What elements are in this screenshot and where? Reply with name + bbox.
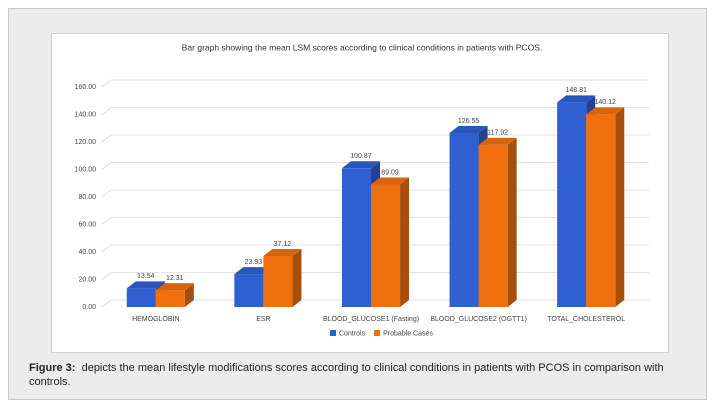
caption: Figure 3: depicts the mean lifestyle mod… xyxy=(29,361,699,389)
data-label: 23.93 xyxy=(245,259,263,266)
bar-top xyxy=(371,177,410,185)
y-tick-label: 160.00 xyxy=(75,84,97,91)
data-label: 37.12 xyxy=(274,241,292,248)
legend-label: Probable Cases xyxy=(383,330,433,337)
bar-side xyxy=(507,137,517,307)
bar-top xyxy=(478,137,517,145)
data-label: 13.54 xyxy=(137,273,155,280)
caption-label: Figure 3: xyxy=(29,362,76,374)
bar xyxy=(557,102,587,307)
x-tick-label: BLOOD_GLUCOSE2 (OGTT1) xyxy=(430,316,526,323)
y-tick-label: 80.00 xyxy=(78,194,96,201)
bar xyxy=(126,288,156,307)
x-tick-label: BLOOD_GLUCOSE1 (Fasting) xyxy=(323,316,419,323)
bar xyxy=(449,132,479,307)
legend-label: Controls xyxy=(339,330,366,337)
data-label: 140.12 xyxy=(595,99,617,106)
data-label: 126.55 xyxy=(458,118,480,125)
data-label: 12.31 xyxy=(166,275,184,282)
legend-swatch xyxy=(330,330,336,336)
y-tick-label: 60.00 xyxy=(78,221,96,228)
bar xyxy=(155,290,185,307)
bar-top xyxy=(263,248,302,256)
y-tick-label: 140.00 xyxy=(75,111,97,118)
data-label: 89.09 xyxy=(381,169,399,176)
data-label: 100.87 xyxy=(350,153,372,160)
bar-top xyxy=(126,281,165,289)
bar xyxy=(263,255,293,307)
bar xyxy=(478,144,508,307)
bar xyxy=(586,114,616,308)
grid-line xyxy=(101,79,649,88)
bar xyxy=(341,168,371,307)
bar xyxy=(234,274,264,307)
legend-swatch xyxy=(374,330,381,336)
grid-line xyxy=(101,107,649,115)
data-label: 117.92 xyxy=(487,130,508,137)
bar-top xyxy=(234,267,273,275)
bar-top xyxy=(586,107,625,115)
bar xyxy=(371,184,401,307)
bar-top xyxy=(341,161,380,169)
y-tick-label: 100.00 xyxy=(75,166,97,173)
caption-text: depicts the mean lifestyle modifications… xyxy=(29,362,664,388)
chart-title: Bar graph showing the mean LSM scores ac… xyxy=(182,42,543,52)
x-tick-label: ESR xyxy=(256,316,270,323)
x-tick-label: HEMOGLOBIN xyxy=(132,316,179,323)
y-tick-label: 0.00 xyxy=(82,304,96,311)
bar-side xyxy=(400,177,410,307)
y-tick-label: 20.00 xyxy=(78,276,96,283)
bar-side xyxy=(292,248,302,307)
data-label: 148.81 xyxy=(565,87,587,94)
y-tick-label: 120.00 xyxy=(75,139,97,146)
bar-top xyxy=(449,125,488,133)
bar-top xyxy=(155,283,194,291)
bar-side xyxy=(184,283,194,307)
x-tick-label: TOTAL_CHOLESTEROL xyxy=(547,316,625,323)
bar-top xyxy=(557,95,596,103)
bar-side xyxy=(615,107,625,308)
y-tick-label: 40.00 xyxy=(78,249,96,256)
